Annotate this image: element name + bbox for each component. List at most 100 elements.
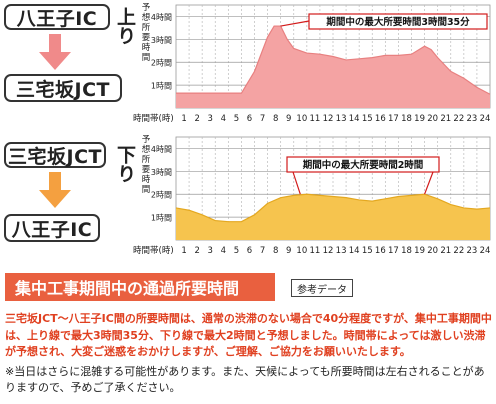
down-xtick-label: 5 — [234, 246, 239, 256]
down-xtick-label: 4 — [221, 246, 226, 256]
down-ylabel-char: 想 — [142, 144, 151, 155]
up-xtick-label: 23 — [467, 114, 478, 124]
route-to-box-bottom: 八王子IC — [4, 214, 100, 242]
down-ytick-label: 1時間 — [151, 214, 172, 223]
down-xtick-label: 22 — [453, 246, 464, 256]
up-xtick-label: 16 — [375, 114, 386, 124]
route-to-label-top: 三宅坂JCT — [16, 78, 110, 101]
down-xtick-label: 15 — [362, 246, 373, 256]
section-title: 集中工事期間中の通過所要時間 — [5, 273, 275, 301]
down-xtick-label: 16 — [375, 246, 386, 256]
reference-data-label: 参考データ — [291, 279, 353, 297]
down-xtick-label: 13 — [336, 246, 347, 256]
down-xtick-label: 2 — [194, 246, 199, 256]
up-xtick-label: 12 — [323, 114, 334, 124]
up-xtick-label: 5 — [234, 114, 239, 124]
up-ytick-label: 1時間 — [151, 82, 172, 91]
up-ytick-label: 3時間 — [151, 36, 172, 45]
up-ylabel-char: 予 — [142, 3, 151, 13]
up-xtick-label: 3 — [208, 114, 213, 124]
up-xtick-label: 8 — [273, 114, 278, 124]
up-xtick-label: 14 — [349, 114, 360, 124]
route-to-box-top: 三宅坂JCT — [4, 74, 122, 102]
down-ylabel-char: 間 — [142, 185, 151, 195]
route-from-box-top: 八王子IC — [4, 4, 110, 30]
up-ytick-label: 4時間 — [151, 13, 172, 22]
down-annotation: 期間中の最大所要時間2時間 — [286, 156, 440, 195]
down-annotation-pointer — [292, 171, 301, 195]
up-ytick-label: 2時間 — [151, 59, 172, 68]
down-xtick-label: 9 — [286, 246, 291, 256]
down-ytick-label: 4時間 — [151, 145, 172, 154]
down-xtick-label: 6 — [247, 246, 252, 256]
direction-label-down: 下り — [114, 145, 136, 183]
up-series-line — [176, 25, 491, 95]
up-xtick-label: 9 — [286, 114, 291, 124]
up-ylabel-char: 間 — [142, 53, 151, 63]
down-xtick-label: 11 — [310, 246, 321, 256]
up-ylabel-char: 所 — [142, 22, 151, 33]
down-xtick-label: 8 — [273, 246, 278, 256]
up-xtick-label: 13 — [336, 114, 347, 124]
down-ylabel-char: 予 — [142, 135, 151, 145]
down-xtick-label: 20 — [427, 246, 438, 256]
down-xtick-label: 19 — [414, 246, 425, 256]
down-xtick-label: 21 — [440, 246, 451, 256]
up-series-area — [176, 26, 490, 108]
down-xtick-label: 17 — [388, 246, 399, 256]
up-xtick-label: 11 — [310, 114, 321, 124]
down-series-line — [175, 193, 491, 223]
down-annotation-text: 期間中の最大所要時間2時間 — [303, 159, 424, 171]
up-xtick-label: 17 — [388, 114, 399, 124]
down-annotation-pointer — [424, 171, 434, 195]
up-xlabel: 時間帯(時) — [133, 113, 174, 124]
up-xtick-label: 24 — [480, 114, 491, 124]
up-xtick-label: 19 — [414, 114, 425, 124]
up-ylabel-char: 要 — [142, 33, 151, 43]
up-xtick-label: 10 — [296, 114, 307, 124]
down-xtick-label: 18 — [401, 246, 412, 256]
down-xtick-label: 14 — [349, 246, 360, 256]
up-xtick-label: 20 — [427, 114, 438, 124]
arrow-down-icon-top — [39, 34, 71, 70]
up-annotation-pointer — [280, 20, 310, 27]
down-ytick-label: 3時間 — [151, 168, 172, 177]
route-from-label-bottom: 三宅坂JCT — [8, 145, 102, 168]
up-xtick-label: 21 — [440, 114, 451, 124]
down-ylabel-char: 時 — [142, 175, 151, 185]
down-xtick-label: 10 — [296, 246, 307, 256]
up-xtick-label: 6 — [247, 114, 252, 124]
down-series-area — [176, 194, 490, 240]
down-xlabel: 時間帯(時) — [133, 245, 174, 256]
down-xtick-label: 1 — [181, 246, 186, 256]
up-annotation-text: 期間中の最大所要時間3時間35分 — [326, 16, 470, 28]
up-ylabel-char: 時 — [142, 43, 151, 53]
down-xtick-label: 7 — [260, 246, 265, 256]
down-annotation-box — [286, 156, 440, 173]
up-annotation: 期間中の最大所要時間3時間35分 — [280, 13, 488, 30]
up-xtick-label: 1 — [181, 114, 186, 124]
up-xtick-label: 4 — [221, 114, 226, 124]
section-description: 三宅坂JCT～八王子IC間の所要時間は、通常の渋滞のない場合で40分程度ですが、… — [5, 312, 492, 358]
up-xtick-label: 18 — [401, 114, 412, 124]
down-ylabel-char: 所 — [142, 154, 151, 165]
route-from-label-top: 八王子IC — [16, 7, 98, 30]
up-ylabel-char: 想 — [142, 12, 151, 23]
down-xtick-label: 23 — [467, 246, 478, 256]
route-to-label-bottom: 八王子IC — [11, 218, 93, 241]
up-xtick-label: 22 — [453, 114, 464, 124]
section-note: ※当日はさらに混雑する可能性があります。また、天候によっても所要時間は左右される… — [5, 365, 485, 394]
down-ytick-label: 2時間 — [151, 191, 172, 200]
up-xtick-label: 2 — [194, 114, 199, 124]
down-xtick-label: 12 — [323, 246, 334, 256]
down-xtick-label: 3 — [208, 246, 213, 256]
up-xtick-label: 15 — [362, 114, 373, 124]
route-from-box-bottom: 三宅坂JCT — [4, 142, 106, 168]
arrow-down-icon-bottom — [39, 172, 71, 208]
down-xtick-label: 24 — [480, 246, 491, 256]
up-xtick-label: 7 — [260, 114, 265, 124]
direction-label-up: 上り — [114, 7, 136, 45]
down-ylabel-char: 要 — [142, 165, 151, 175]
